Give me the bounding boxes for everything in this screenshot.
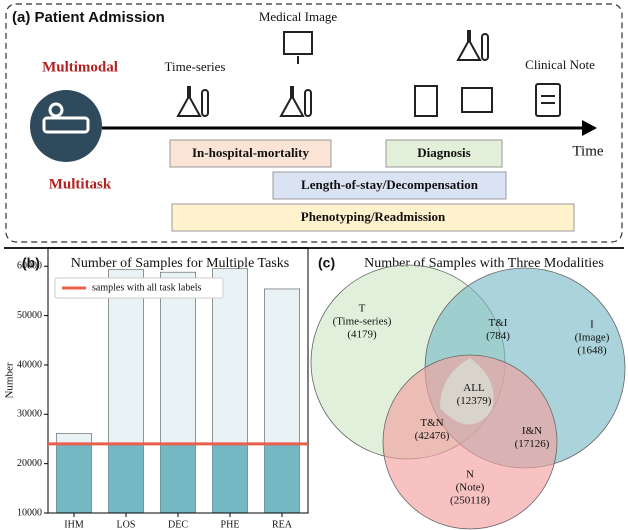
bar-base bbox=[160, 443, 196, 513]
time-label: Time bbox=[572, 143, 603, 159]
bar-base bbox=[212, 443, 248, 513]
task-label: Phenotyping/Readmission bbox=[301, 209, 446, 224]
task-box bbox=[171, 203, 575, 232]
y-axis-label: Number bbox=[4, 362, 16, 398]
modality-label: Medical Image bbox=[259, 9, 338, 24]
flask-icon bbox=[456, 30, 482, 61]
xray-icon bbox=[283, 31, 313, 55]
flask-icon bbox=[176, 86, 202, 117]
region-value: (250118) bbox=[450, 495, 490, 507]
y-tick-label: 20000 bbox=[17, 458, 42, 469]
legend-box bbox=[54, 277, 224, 299]
tube-icon bbox=[481, 33, 489, 61]
region-value: (1648) bbox=[577, 345, 607, 357]
region-name: N bbox=[466, 469, 474, 481]
region-value: (17126) bbox=[515, 438, 550, 450]
panel-a-frame bbox=[5, 3, 623, 243]
set-label: (Time-series) bbox=[333, 316, 392, 328]
task-label: Length-of-stay/Decompensation bbox=[301, 177, 479, 192]
flask-icon bbox=[279, 86, 305, 117]
legend-label: samples with all task labels bbox=[92, 282, 202, 293]
task-label: In-hospital-mortality bbox=[192, 145, 310, 160]
multimodal-label: Multimodal bbox=[42, 59, 118, 75]
center-region bbox=[440, 358, 494, 425]
task-box bbox=[272, 171, 507, 200]
y-tick-label: 60000 bbox=[17, 261, 42, 272]
x-tick-label: REA bbox=[272, 519, 293, 530]
tube-icon bbox=[304, 89, 312, 117]
y-tick-label: 30000 bbox=[17, 409, 42, 420]
bar-base bbox=[264, 443, 300, 513]
modality-label: Clinical Note bbox=[525, 57, 595, 72]
region-name: T bbox=[359, 303, 366, 315]
set-label: (Image) bbox=[575, 332, 610, 344]
region-value: (784) bbox=[486, 330, 510, 342]
region-name: I&N bbox=[522, 425, 542, 437]
region-name: T&I bbox=[489, 317, 508, 329]
region-name: T&N bbox=[420, 417, 443, 429]
x-tick-label: PHE bbox=[221, 519, 240, 530]
head-icon bbox=[48, 102, 64, 118]
panel-label: (c) bbox=[318, 255, 335, 271]
y-tick-label: 10000 bbox=[17, 507, 42, 518]
set-circle bbox=[382, 354, 558, 530]
multitask-label: Multitask bbox=[49, 176, 112, 192]
task-box bbox=[169, 139, 332, 168]
bar-base bbox=[108, 443, 144, 513]
region-value: (12379) bbox=[457, 395, 492, 407]
chart-title: Number of Samples for Multiple Tasks bbox=[71, 256, 289, 271]
note-icon bbox=[535, 83, 561, 117]
x-tick-label: IHM bbox=[64, 519, 84, 530]
region-name: ALL bbox=[463, 382, 485, 394]
icons bbox=[176, 30, 561, 117]
plot-frame bbox=[47, 247, 309, 514]
bar-base bbox=[56, 443, 92, 513]
xray-icon bbox=[461, 87, 493, 113]
y-tick-label: 50000 bbox=[17, 310, 42, 321]
y-tick-label: 40000 bbox=[17, 359, 42, 370]
region-value: (42476) bbox=[415, 430, 450, 442]
timeline-arrow bbox=[582, 120, 597, 136]
task-box bbox=[385, 139, 503, 168]
tube-icon bbox=[201, 89, 209, 117]
x-tick-label: DEC bbox=[168, 519, 188, 530]
patient-icon bbox=[30, 90, 102, 162]
x-tick-label: LOS bbox=[117, 519, 136, 530]
region-value: (4179) bbox=[347, 329, 377, 341]
panel-label: (b) bbox=[22, 255, 40, 271]
bed-icon bbox=[42, 116, 90, 134]
set-label: (Note) bbox=[456, 482, 485, 494]
modality-label: Time-series bbox=[165, 59, 226, 74]
task-label: Diagnosis bbox=[417, 145, 470, 160]
panel-a-title: (a) Patient Admission bbox=[12, 9, 165, 26]
flask-box-icon bbox=[414, 85, 438, 117]
region-name: I bbox=[590, 319, 594, 331]
